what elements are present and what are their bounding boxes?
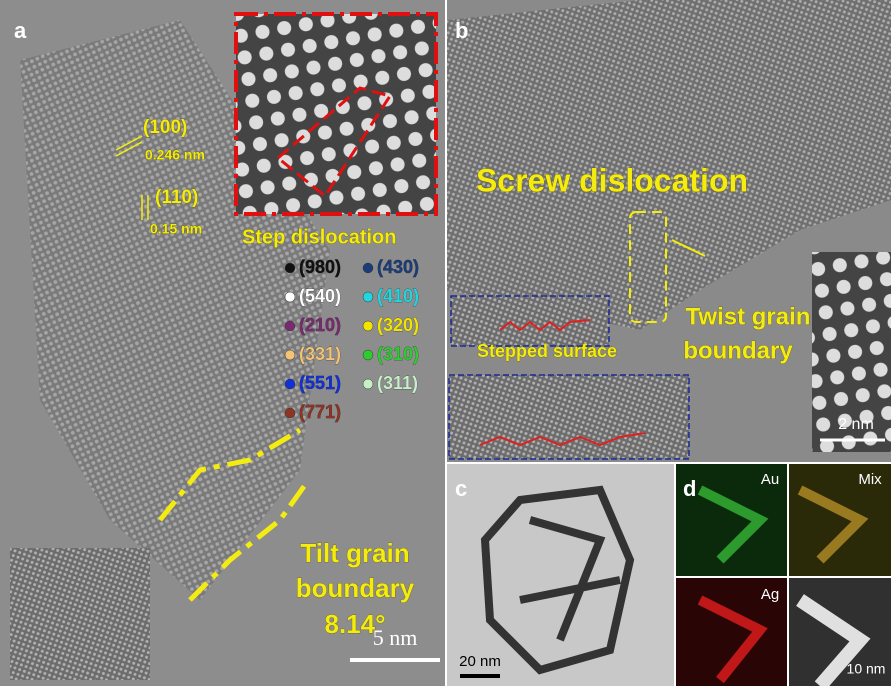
legend-label: (311)	[377, 373, 418, 393]
plane-label: (100)	[143, 117, 187, 138]
legend-dot	[285, 379, 295, 389]
twist-label: Twist grain	[686, 303, 811, 330]
legend-dot	[285, 263, 295, 273]
plane-label: (110)	[155, 187, 198, 208]
panel-label: a	[14, 18, 27, 43]
inset-title: Step dislocation	[242, 226, 396, 248]
legend-label: (980)	[299, 257, 341, 277]
legend-label: (410)	[377, 286, 419, 306]
legend-label: (310)	[377, 344, 419, 364]
legend-dot	[363, 263, 373, 273]
stepped-label: Stepped surface	[477, 341, 617, 361]
screw-label: Screw dislocation	[476, 162, 748, 198]
legend-dot	[285, 408, 295, 418]
scale-label: 10 nm	[847, 661, 886, 677]
map-label: Au	[761, 471, 779, 488]
legend-label: (771)	[299, 402, 341, 422]
tilt-label: Tilt grain	[300, 538, 409, 568]
panel-label: b	[455, 18, 468, 43]
scale-label: 2 nm	[838, 416, 874, 433]
panel-label: d	[683, 476, 696, 501]
legend-label: (430)	[377, 257, 419, 277]
legend-label: (540)	[299, 286, 341, 306]
map-label: Ag	[761, 586, 779, 603]
legend-dot	[285, 350, 295, 360]
twist-label: boundary	[683, 337, 793, 364]
inset	[449, 375, 689, 459]
tilt-label: boundary	[296, 573, 415, 603]
figure: a (100) 0.246 nm (110) 0.15 nm Step disl…	[0, 0, 891, 686]
legend-label: (331)	[299, 344, 341, 364]
legend-dot	[363, 350, 373, 360]
scale-label: 5 nm	[373, 625, 418, 650]
legend-label: (551)	[299, 373, 341, 393]
legend-dot	[363, 292, 373, 302]
map-label: Mix	[858, 471, 882, 488]
legend-label: (320)	[377, 315, 419, 335]
legend-label: (210)	[299, 315, 341, 335]
panel-label: c	[455, 476, 467, 501]
legend-dot	[285, 292, 295, 302]
legend-dot	[285, 321, 295, 331]
plane-spacing: 0.246 nm	[145, 147, 205, 163]
inset-lattice	[10, 548, 150, 680]
inset-zoom	[236, 14, 436, 214]
scale-label: 20 nm	[459, 653, 501, 670]
legend-dot	[363, 321, 373, 331]
plane-spacing: 0.15 nm	[150, 221, 202, 237]
legend-dot	[363, 379, 373, 389]
